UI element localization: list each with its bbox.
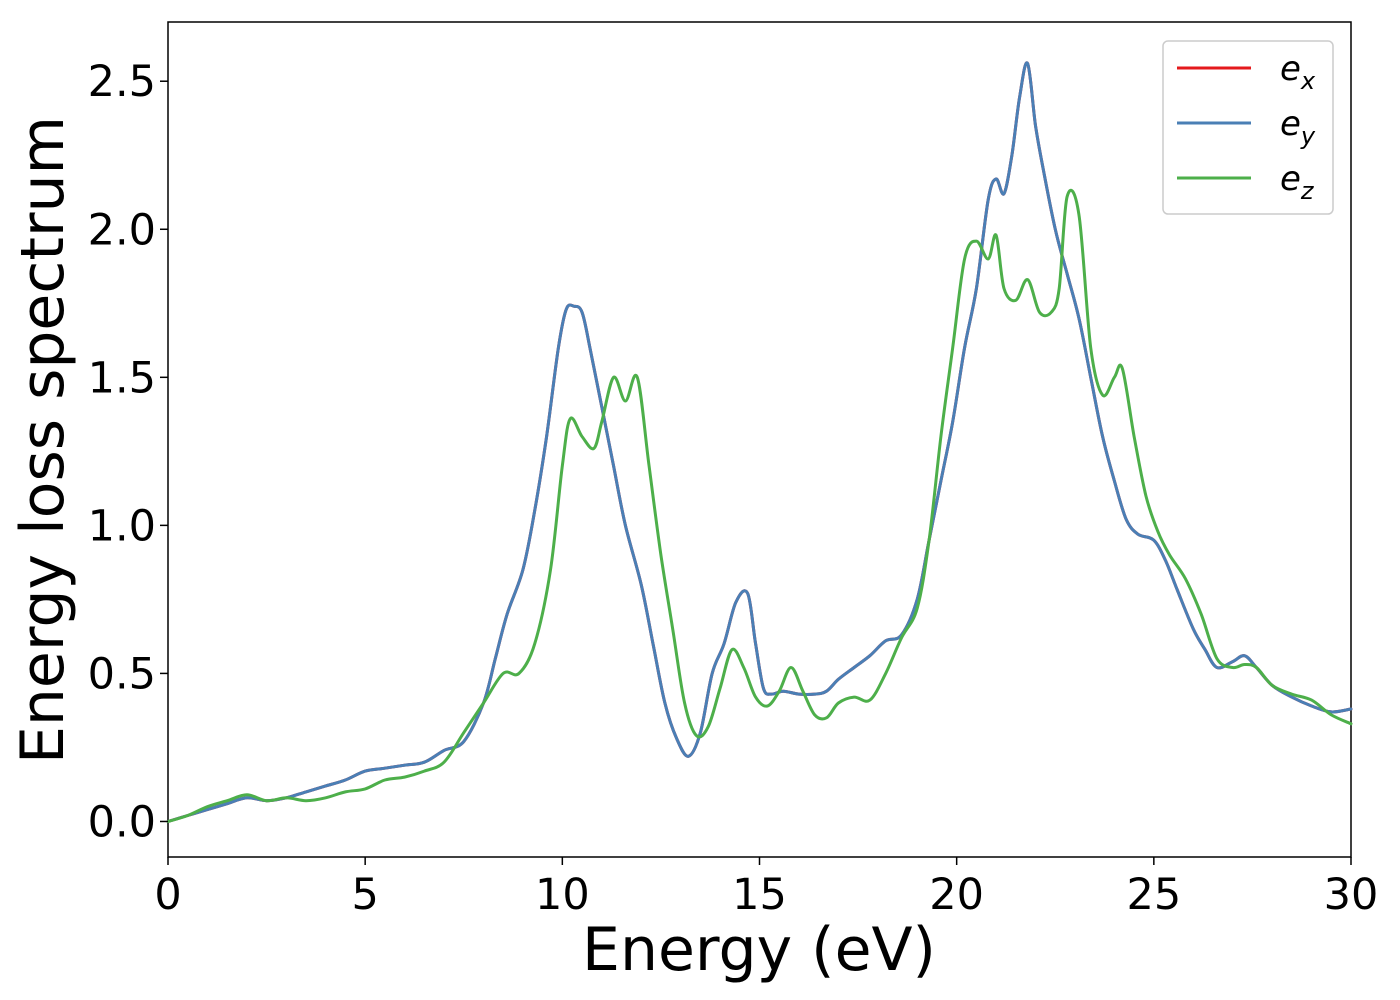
legend: ex ey ez [1162, 40, 1334, 215]
x-tick-label: 0 [154, 870, 181, 920]
y-axis-ticks: 0.0 0.5 1.0 1.5 2.0 2.5 [88, 57, 168, 847]
legend-box [1162, 40, 1334, 215]
x-tick-label: 20 [929, 870, 984, 920]
y-tick-label: 2.0 [88, 205, 156, 255]
series-line-z [166, 188, 1353, 823]
x-tick-label: 5 [351, 870, 378, 920]
x-tick-label: 15 [732, 870, 787, 920]
x-tick-label: 10 [535, 870, 590, 920]
y-tick-label: 0.5 [88, 649, 156, 699]
series-layer [166, 61, 1353, 823]
y-tick-label: 0.0 [88, 797, 156, 847]
y-tick-label: 1.5 [88, 353, 156, 403]
x-tick-label: 25 [1126, 870, 1181, 920]
y-tick-label: 1.0 [88, 501, 156, 551]
legend-label-z: ez [1280, 159, 1315, 205]
plot-frame [167, 21, 1352, 858]
x-axis-title: Energy (eV) [582, 915, 936, 985]
x-axis-ticks: 0 5 10 15 20 25 30 [154, 857, 1378, 920]
y-axis-title: Energy loss spectrum [8, 116, 78, 764]
legend-label-x: ex [1280, 49, 1316, 95]
y-tick-label: 2.5 [88, 57, 156, 107]
legend-label-y: ey [1280, 104, 1316, 150]
x-tick-label: 30 [1324, 870, 1379, 920]
